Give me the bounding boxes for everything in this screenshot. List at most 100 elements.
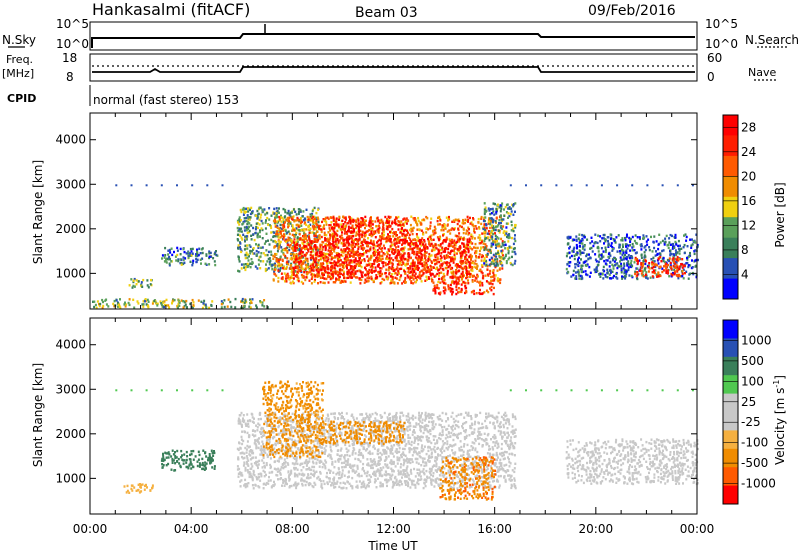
data-cell [630,274,633,278]
data-cell [499,281,502,285]
data-cell [221,184,224,187]
data-cell [305,208,308,211]
data-cell [599,240,602,243]
data-cell [487,219,490,222]
data-cell [584,270,587,273]
data-cell [412,282,415,285]
data-cell [281,223,284,227]
data-cell [238,223,241,226]
data-cell [289,222,292,225]
data-cell [347,227,350,230]
data-cell [242,233,245,236]
data-cell [686,257,688,260]
data-cell [293,235,296,238]
data-cell [349,281,352,284]
data-cell [386,263,389,266]
data-cell [346,267,348,270]
data-cell [493,264,496,267]
data-cell [420,252,423,256]
data-cell [265,219,267,222]
data-cell [356,250,359,254]
data-cell [174,255,177,258]
data-cell [150,278,152,282]
data-cell [689,264,692,267]
data-cell [404,264,407,267]
data-cell [325,220,328,224]
data-cell [443,261,446,264]
data-cell [284,256,287,259]
data-cell [321,220,323,224]
data-cell [351,276,353,279]
data-cell [570,184,573,187]
data-cell [422,233,425,236]
data-cell [581,233,584,237]
data-cell [358,264,360,267]
data-cell [301,254,304,258]
data-cell [290,264,293,267]
data-cell [672,242,675,246]
data-cell [451,238,453,242]
data-cell [491,224,493,227]
data-cell [350,226,353,229]
data-cell [640,262,643,265]
data-cell [257,263,260,266]
data-cell [334,232,337,236]
data-cell [338,239,341,242]
data-cell [634,272,637,276]
data-cell [347,221,350,225]
data-cell [457,277,460,281]
data-cell [352,251,354,254]
data-cell [466,238,469,241]
data-cell [336,264,339,268]
data-cell [163,300,166,303]
data-cell [501,252,504,255]
data-cell [374,252,376,255]
data-cell [424,256,427,260]
data-cell [282,248,285,252]
data-cell [346,247,349,250]
data-cell [482,459,485,462]
data-cell [474,279,476,282]
data-cell [353,253,356,256]
data-cell [278,243,281,246]
data-cell [142,300,145,303]
data-cell [503,433,506,436]
data-cell [468,228,470,231]
data-cell [303,240,306,244]
data-cell [434,263,437,266]
data-cell [291,246,294,249]
data-cell [636,271,639,274]
data-cell [351,427,354,430]
data-cell [612,267,615,270]
data-cell [261,459,264,462]
data-cell [450,241,453,245]
data-cell [336,234,339,237]
data-cell [322,272,325,275]
data-cell [329,224,332,227]
data-cell [210,303,213,307]
data-cell [477,236,480,239]
data-cell [487,230,490,233]
data-cell [194,254,197,257]
data-cell [276,220,279,223]
data-cell [687,264,690,267]
data-cell [408,256,411,259]
freq-unit-label: [MHz] [2,67,34,80]
data-cell [427,257,430,261]
data-cell [677,277,680,280]
data-cell [344,250,347,253]
data-cell [340,250,343,254]
data-cell [290,241,293,244]
data-cell [340,263,343,266]
data-cell [243,229,246,232]
data-cell [369,217,372,221]
data-cell [371,278,374,281]
data-cell [280,250,283,253]
data-cell [178,304,181,307]
data-cell [360,244,363,248]
data-cell [147,286,150,289]
data-cell [488,263,491,267]
data-cell [237,221,239,224]
data-cell [639,237,641,241]
data-cell [259,255,262,258]
